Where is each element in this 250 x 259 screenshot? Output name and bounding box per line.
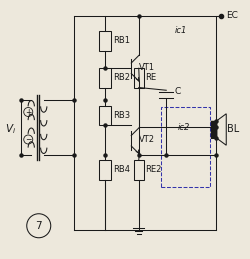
Text: RE: RE <box>146 73 157 82</box>
Text: BL: BL <box>228 125 240 134</box>
Text: RB1: RB1 <box>113 36 130 45</box>
Text: C: C <box>174 87 180 96</box>
Bar <box>211 121 217 138</box>
Text: −: − <box>25 135 32 144</box>
Text: ic2: ic2 <box>178 123 190 132</box>
Bar <box>99 106 111 125</box>
Bar <box>134 160 143 179</box>
Text: RB3: RB3 <box>113 111 130 120</box>
Text: VT2: VT2 <box>139 135 155 144</box>
Text: 7: 7 <box>36 221 42 231</box>
Text: $V_i$: $V_i$ <box>5 123 16 136</box>
Text: ic1: ic1 <box>175 26 188 35</box>
Text: EC: EC <box>226 11 237 20</box>
Text: RB2: RB2 <box>113 73 130 82</box>
Bar <box>134 68 143 88</box>
Bar <box>99 31 111 51</box>
Text: +: + <box>25 107 32 117</box>
Text: VT1: VT1 <box>139 62 155 71</box>
Bar <box>99 160 111 179</box>
Bar <box>161 107 210 187</box>
Text: RB4: RB4 <box>113 165 130 174</box>
Text: RE2: RE2 <box>146 165 162 174</box>
Bar <box>99 68 111 88</box>
